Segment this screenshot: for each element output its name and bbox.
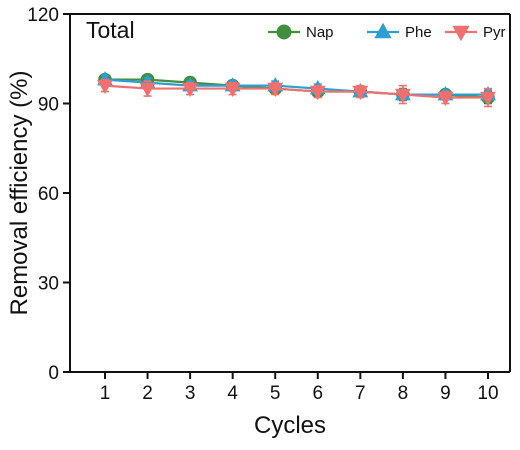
- x-axis-title: Cycles: [254, 412, 326, 439]
- series-layer: [97, 71, 496, 108]
- data-point: [437, 91, 454, 107]
- legend-item-pyr: Pyr: [445, 24, 506, 42]
- y-tick-label: 120: [27, 5, 59, 26]
- legend-item-nap: Nap: [268, 24, 334, 41]
- legend-marker: [276, 24, 292, 40]
- data-point: [394, 88, 411, 104]
- data-point: [309, 85, 326, 101]
- y-tick-label: 90: [38, 95, 59, 116]
- x-tick-label: 8: [398, 383, 409, 404]
- legend: Nap Phe Pyr: [268, 22, 506, 42]
- data-point: [97, 79, 113, 95]
- data-point: [224, 82, 241, 98]
- legend-marker: [374, 22, 392, 39]
- x-tick-label: 4: [227, 383, 238, 404]
- series-pyr: [97, 78, 496, 108]
- series-line: [104, 84, 488, 99]
- legend-label: Nap: [306, 24, 334, 41]
- legend-label: Phe: [405, 24, 432, 41]
- legend-label: Pyr: [483, 24, 506, 41]
- x-tick-label: 1: [100, 383, 111, 404]
- data-point: [352, 85, 369, 101]
- y-tick-label: 30: [38, 274, 59, 295]
- x-tick-label: 5: [270, 383, 281, 404]
- legend-item-phe: Phe: [367, 22, 432, 41]
- x-tick-label: 6: [312, 383, 323, 404]
- y-tick-label: 60: [38, 184, 59, 205]
- x-tick-label: 9: [440, 383, 451, 404]
- data-point: [267, 82, 284, 98]
- data-point: [139, 82, 156, 98]
- legend-marker: [452, 25, 470, 42]
- data-point: [480, 91, 496, 107]
- x-ticks: 1 2 3 4 5 6 7 8 9 10: [100, 372, 499, 404]
- x-tick-label: 10: [477, 383, 498, 404]
- series-line: [104, 78, 488, 96]
- data-point: [182, 82, 199, 98]
- x-tick-label: 3: [185, 383, 196, 404]
- y-tick-label: 0: [48, 363, 59, 384]
- chart-title: Total: [86, 17, 135, 43]
- y-axis-title: Removal efficiency (%): [6, 71, 33, 316]
- axes: [69, 13, 511, 373]
- y-ticks: 0 30 60 90 120: [27, 5, 70, 384]
- x-tick-label: 2: [142, 383, 153, 404]
- x-tick-label: 7: [355, 383, 366, 404]
